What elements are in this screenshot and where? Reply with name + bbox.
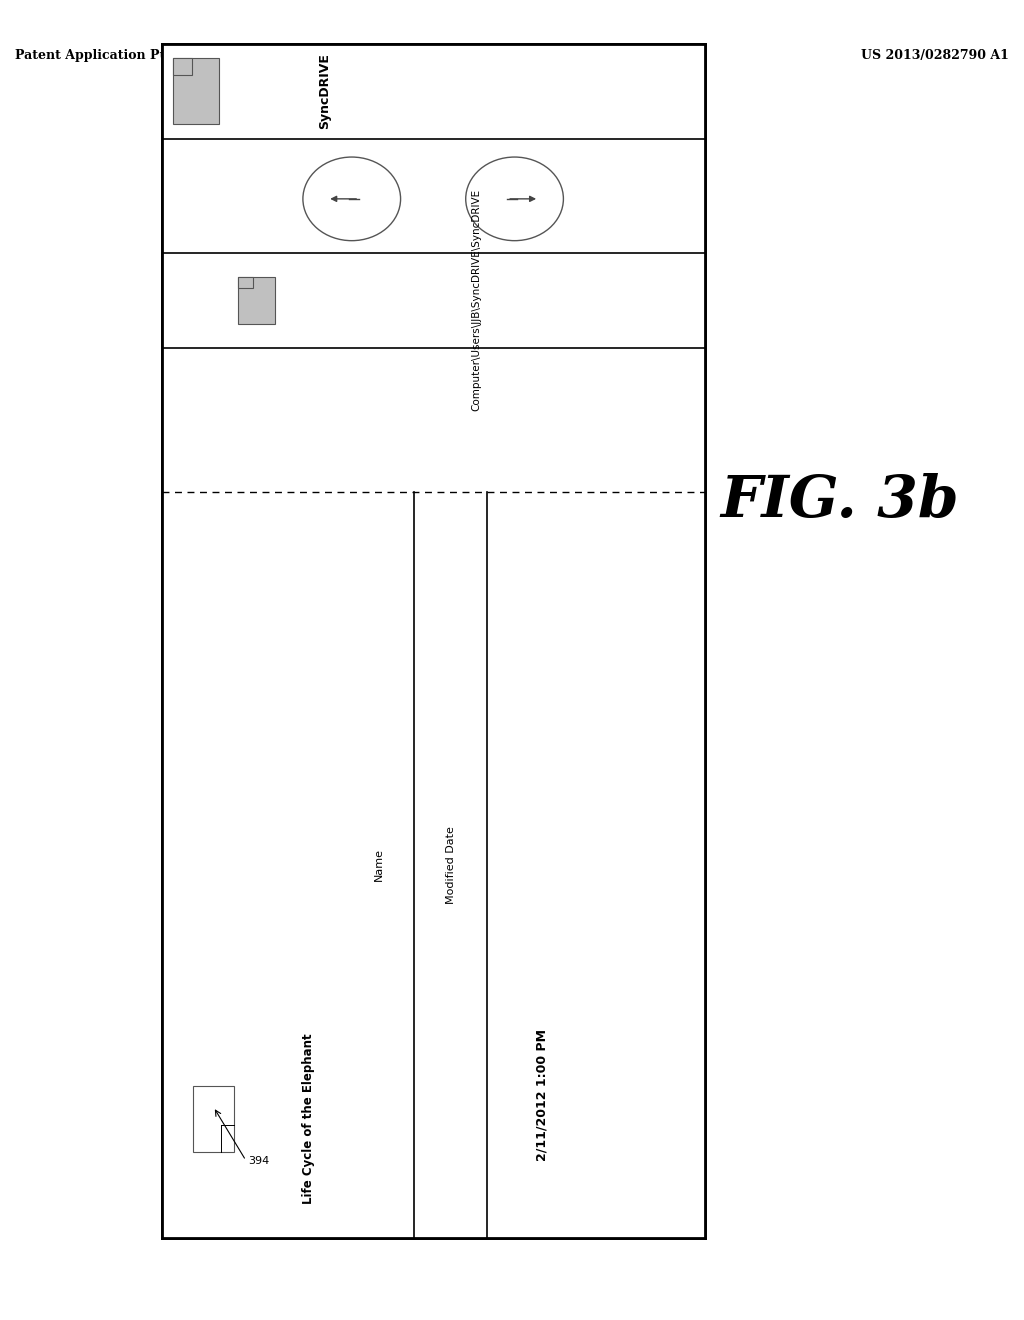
Text: Patent Application Publication: Patent Application Publication xyxy=(15,49,230,62)
Text: Name: Name xyxy=(374,849,384,882)
Text: Computer\Users\JJB\SyncDRIVE\SyncDRIVE: Computer\Users\JJB\SyncDRIVE\SyncDRIVE xyxy=(472,189,481,412)
Ellipse shape xyxy=(466,157,563,240)
Text: 2/11/2012 1:00 PM: 2/11/2012 1:00 PM xyxy=(536,1028,548,1160)
Bar xyxy=(238,276,274,325)
Text: 394: 394 xyxy=(249,1155,270,1166)
Text: SyncDRIVE: SyncDRIVE xyxy=(318,53,331,129)
Text: Life Cycle of the Elephant: Life Cycle of the Elephant xyxy=(302,1034,314,1204)
Bar xyxy=(162,44,705,1238)
Bar xyxy=(173,58,219,124)
Text: Modified Date: Modified Date xyxy=(445,826,456,904)
Text: US 2013/0282790 A1: US 2013/0282790 A1 xyxy=(861,49,1009,62)
Bar xyxy=(173,58,191,75)
Text: FIG. 3b: FIG. 3b xyxy=(720,474,959,529)
Ellipse shape xyxy=(303,157,400,240)
Bar xyxy=(193,1086,233,1151)
Bar xyxy=(238,276,253,289)
Text: Oct. 24, 2013   Sheet 5 of 22: Oct. 24, 2013 Sheet 5 of 22 xyxy=(412,49,612,62)
